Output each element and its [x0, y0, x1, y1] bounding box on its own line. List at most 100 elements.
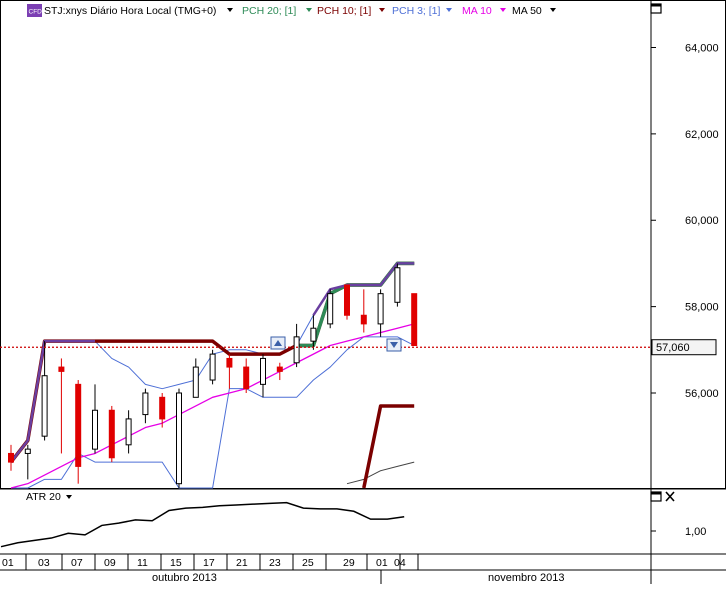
cfd-badge: [27, 4, 42, 17]
candle: [310, 315, 317, 350]
date-tick-label: 21: [236, 557, 248, 569]
maximize-atr-panel-icon[interactable]: [650, 491, 662, 502]
date-tick-label: 04: [394, 557, 406, 569]
price-tick-label: 60,000: [685, 215, 719, 227]
candle-body: [75, 383, 82, 467]
date-tick-label: 25: [302, 557, 314, 569]
candle: [226, 354, 233, 389]
indicator-label: MA 10: [462, 5, 492, 17]
candle: [411, 293, 418, 346]
candle-body: [243, 366, 250, 390]
candle-body: [41, 375, 48, 437]
candle: [192, 358, 199, 398]
indicator-legend-item[interactable]: MA 10: [462, 5, 506, 17]
candle-body: [209, 353, 216, 381]
symbol-dropdown-icon[interactable]: [227, 8, 233, 12]
candle: [92, 384, 98, 454]
price-tick-label: 62,000: [685, 129, 719, 141]
candle: [159, 392, 166, 428]
candle-body: [58, 366, 65, 372]
candle: [142, 388, 149, 424]
month-label-october: outubro 2013: [152, 572, 217, 584]
symbol-selector[interactable]: CFD STJ:xnys Diário Hora Local (TMG+0): [27, 4, 233, 17]
candle-body: [108, 409, 115, 459]
candle: [209, 349, 216, 385]
indicator-label: MA 50: [512, 5, 542, 17]
candle-body: [24, 448, 31, 454]
month-label-november: novembro 2013: [488, 572, 564, 584]
date-tick-label: 01: [2, 557, 14, 569]
date-tick-label: 09: [104, 557, 116, 569]
candle: [8, 444, 14, 471]
candle: [360, 289, 367, 333]
indicator-dropdown-icon[interactable]: [500, 8, 506, 12]
indicator-dropdown-icon[interactable]: [306, 8, 312, 12]
date-tick-label: 15: [170, 557, 182, 569]
candle: [125, 410, 132, 454]
atr-series: [0, 501, 405, 548]
candle-body: [293, 336, 300, 364]
indicator-legend-item[interactable]: PCH 20; [1]: [242, 5, 312, 17]
date-axis: 01 03 07 09 11 15 17 21 23 25 29 01 04: [2, 554, 419, 570]
candle-body: [360, 314, 367, 325]
candle-body: [159, 396, 166, 420]
last-price-box: [651, 339, 717, 356]
price-panel[interactable]: [0, 0, 726, 489]
date-tick-label: 01: [376, 557, 388, 569]
indicator-label: PCH 3; [1]: [392, 5, 441, 17]
price-tick-label: 56,000: [685, 388, 719, 400]
close-atr-panel-icon[interactable]: [665, 491, 675, 502]
candle-body: [411, 293, 418, 346]
date-tick-label: 29: [343, 557, 355, 569]
pch10-lower-line: [362, 404, 415, 489]
candle-body: [192, 366, 199, 398]
atr-label: ATR 20: [26, 491, 61, 503]
date-tick-label: 23: [269, 557, 281, 569]
indicator-legend: PCH 20; [1] PCH 10; [1] PCH 3; [1] MA 10 MA …: [242, 5, 556, 17]
candle-body: [377, 293, 384, 325]
atr-dropdown-icon[interactable]: [66, 495, 72, 499]
candle: [293, 323, 300, 368]
cfd-badge-text: CFD: [29, 9, 43, 16]
candle: [176, 388, 182, 488]
candle-body: [8, 452, 14, 463]
symbol-label: STJ:xnys Diário Hora Local (TMG+0): [44, 5, 216, 17]
candle-body: [92, 409, 98, 450]
date-tick-label: 07: [71, 557, 83, 569]
candle: [41, 341, 48, 441]
candle: [344, 284, 350, 320]
atr-line: [0, 501, 405, 548]
indicator-legend-item[interactable]: MA 50: [512, 5, 556, 17]
price-tick-label: 58,000: [685, 302, 719, 314]
buy-signal-marker[interactable]: [270, 336, 286, 350]
candle: [327, 289, 334, 329]
maximize-price-panel-icon[interactable]: [650, 3, 662, 14]
candle: [276, 362, 283, 381]
candle-body: [344, 284, 350, 316]
ma50-line: [346, 461, 415, 485]
indicator-dropdown-icon[interactable]: [550, 8, 556, 12]
candle: [394, 263, 401, 307]
price-tick-label: 64,000: [685, 43, 719, 55]
date-tick-label: 03: [38, 557, 50, 569]
date-tick-label: 11: [137, 557, 148, 569]
indicator-legend-item[interactable]: PCH 10; [1]: [317, 5, 385, 17]
candle-body: [176, 392, 182, 485]
candle-body: [276, 366, 283, 372]
candle: [108, 405, 115, 463]
candle-body: [260, 357, 266, 385]
candlesticks: [8, 263, 418, 488]
sell-signal-marker[interactable]: [386, 338, 402, 352]
date-tick-label: 17: [203, 557, 215, 569]
candle-body: [327, 293, 334, 325]
indicator-legend-item[interactable]: PCH 3; [1]: [392, 5, 452, 17]
indicator-dropdown-icon[interactable]: [446, 8, 452, 12]
candle: [260, 354, 266, 398]
price-tick-labels: 64,000 62,000 60,000 58,000 56,000: [651, 43, 719, 400]
last-price-label: 57,060: [656, 342, 690, 354]
atr-tick-label: 1,00: [685, 526, 706, 538]
indicator-dropdown-icon[interactable]: [379, 8, 385, 12]
indicator-label: PCH 10; [1]: [317, 5, 371, 17]
